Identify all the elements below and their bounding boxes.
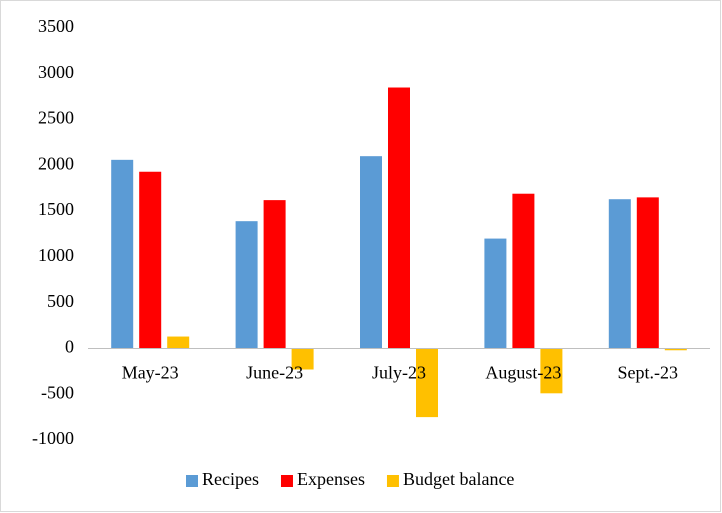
y-tick-label: -1000 (32, 428, 74, 448)
y-tick-label: 2500 (38, 108, 74, 128)
y-tick-label: 1500 (38, 199, 74, 219)
y-tick-label: 3500 (38, 16, 74, 36)
bar (636, 197, 659, 349)
bar (484, 238, 507, 349)
legend-swatch (386, 475, 399, 487)
x-tick-label: July-23 (372, 363, 426, 383)
bar (512, 193, 535, 349)
bar (416, 348, 438, 418)
legend-swatch (280, 475, 293, 487)
y-tick-label: 2000 (38, 153, 74, 173)
x-tick-label: May-23 (122, 363, 179, 383)
bar (263, 200, 286, 349)
bar (360, 156, 382, 349)
x-tick-label: August-23 (485, 363, 561, 383)
bar (139, 171, 162, 349)
bar (291, 348, 314, 370)
y-tick-label: 1000 (38, 245, 74, 265)
x-tick-label: June-23 (246, 363, 303, 383)
legend-swatch (186, 475, 198, 487)
legend-label: Recipes (202, 469, 259, 489)
y-tick-label: 3000 (38, 62, 74, 82)
y-tick-label: -500 (41, 382, 74, 402)
y-tick-label: 500 (47, 291, 74, 311)
bar (167, 336, 190, 349)
legend-label: Expenses (297, 469, 365, 489)
x-tick-label: Sept.-23 (618, 363, 679, 383)
legend-label: Budget balance (403, 469, 514, 489)
bar (388, 87, 410, 349)
bar (540, 348, 563, 394)
y-tick-label: 0 (65, 337, 74, 357)
bar (664, 348, 687, 351)
bar (111, 159, 134, 349)
bar (608, 199, 631, 349)
bar (235, 221, 258, 349)
